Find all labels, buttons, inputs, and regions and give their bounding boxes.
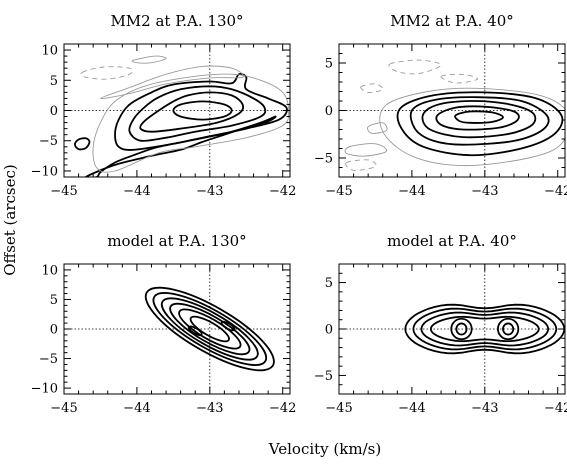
x-tick-label: −44 [398, 401, 425, 416]
y-tick-label: 5 [50, 293, 58, 308]
contour-negative [440, 73, 478, 84]
x-tick-label: −42 [544, 401, 567, 416]
x-tick-label: −43 [196, 184, 223, 199]
contour-negative [80, 66, 134, 80]
contour-low [379, 87, 565, 167]
contour-positive [404, 303, 565, 355]
contour-negative [345, 159, 377, 171]
y-tick-label: −5 [39, 352, 58, 367]
y-tick-label: 0 [50, 104, 58, 119]
panel-title: model at P.A. 130° [107, 232, 246, 250]
contour-positive [128, 85, 267, 142]
x-tick-label: −45 [325, 184, 352, 199]
contour-low [100, 65, 244, 100]
x-tick-label: −42 [544, 184, 567, 199]
contour-low [92, 73, 290, 173]
x-tick-label: −42 [269, 184, 296, 199]
x-tick-label: −45 [50, 401, 77, 416]
contour-positive [396, 91, 564, 157]
y-tick-label: −5 [39, 134, 58, 149]
y-tick-label: −10 [31, 164, 58, 179]
contour-peak [187, 325, 203, 336]
x-tick-label: −44 [123, 401, 150, 416]
contour-positive [189, 315, 230, 343]
y-tick-label: 10 [41, 263, 58, 278]
contour-group [339, 44, 565, 177]
x-tick-label: −44 [123, 184, 150, 199]
y-tick-label: 0 [325, 104, 333, 119]
x-axis-label: Velocity (km/s) [268, 440, 381, 458]
contour-positive [152, 292, 268, 366]
contour-low [367, 122, 388, 134]
contour-positive [412, 307, 558, 351]
contour-positive [409, 96, 550, 146]
contour-negative [388, 59, 442, 75]
y-tick-label: 5 [325, 276, 333, 291]
contour-peak [502, 322, 515, 336]
contour-positive [160, 297, 259, 361]
contour-peak [450, 317, 473, 341]
y-tick-label: −5 [314, 369, 333, 384]
contour-negative [360, 83, 384, 93]
contour-positive [172, 100, 233, 121]
panel-title: model at P.A. 40° [387, 232, 517, 250]
contour-positive [435, 105, 520, 131]
panel-model-pa130: model at P.A. 130° −45 −44 −43 −42 −10 −5 0 5 10 [31, 232, 297, 416]
panel-title: MM2 at P.A. 40° [390, 12, 514, 30]
panel-mm2-pa40: MM2 at P.A. 40° −45 −44 −43 −42 −5 0 5 [314, 12, 567, 199]
x-tick-label: −44 [398, 184, 425, 199]
y-tick-label: 0 [50, 323, 58, 338]
x-tick-label: −43 [471, 184, 498, 199]
contour-positive [144, 286, 275, 372]
panel-mm2-pa130: MM2 at P.A. 130° −45 −44 −43 −42 −10 −5 0 5 10 [31, 12, 297, 199]
contour-group [64, 264, 290, 394]
y-tick-label: 5 [325, 57, 333, 72]
contour-positive [84, 115, 277, 177]
contour-positive [73, 137, 91, 151]
x-tick-label: −42 [269, 401, 296, 416]
contour-group [64, 44, 290, 177]
contour-positive [139, 91, 245, 133]
panel-title: MM2 at P.A. 130° [110, 12, 243, 30]
y-tick-label: −10 [31, 382, 58, 397]
contour-positive [169, 302, 251, 356]
y-tick-label: 5 [50, 74, 58, 89]
contour-group [339, 264, 565, 394]
y-axis-label: Offset (arcsec) [1, 164, 19, 276]
contour-peak [497, 317, 520, 341]
x-tick-label: −43 [471, 401, 498, 416]
contour-positive [454, 110, 504, 124]
contour-positive [429, 315, 540, 343]
contour-positive [178, 308, 242, 350]
contour-positive [420, 311, 550, 347]
y-tick-label: 0 [325, 323, 333, 338]
x-tick-label: −43 [196, 401, 223, 416]
contour-low [131, 55, 167, 64]
contour-peak [220, 320, 236, 332]
contour-positive [114, 72, 288, 151]
y-tick-label: −5 [314, 152, 333, 167]
contour-positive [421, 100, 537, 139]
contour-peak [455, 322, 468, 336]
x-tick-label: −45 [325, 401, 352, 416]
contour-low [344, 143, 388, 157]
y-tick-label: 10 [41, 44, 58, 59]
panel-model-pa40: model at P.A. 40° −45 −44 −43 −42 −5 0 5 [314, 232, 567, 416]
x-tick-label: −45 [50, 184, 77, 199]
